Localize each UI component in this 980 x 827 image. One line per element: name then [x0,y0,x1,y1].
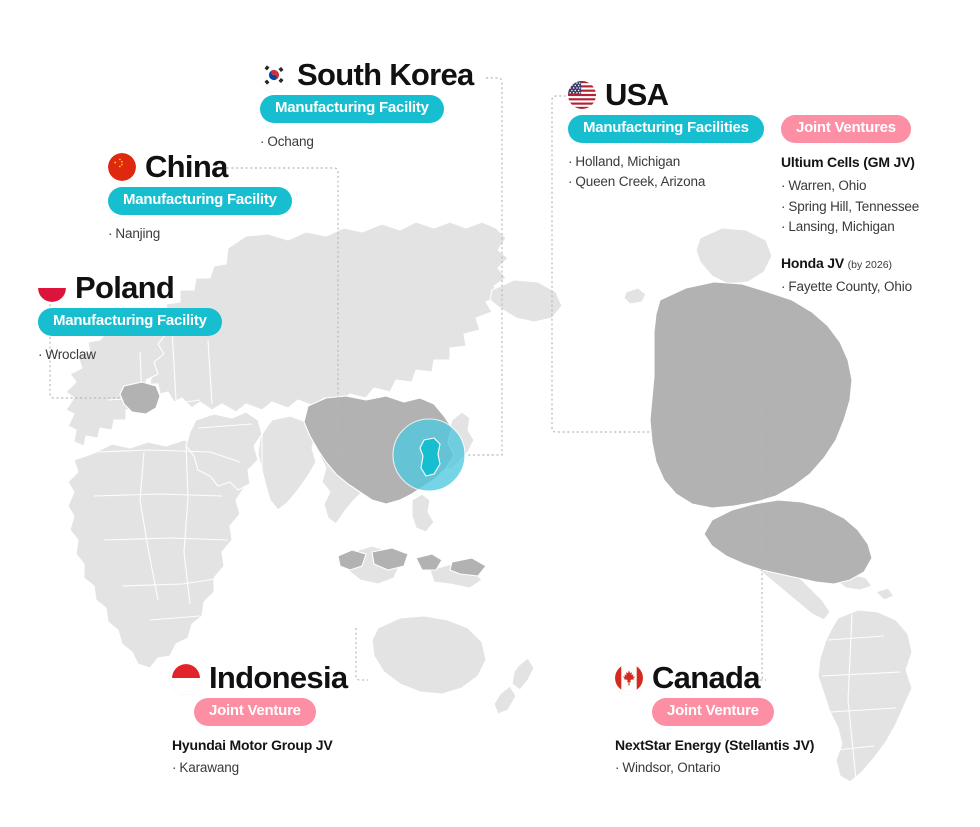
country-header-poland: Poland [38,272,222,303]
badge-manufacturing-facility-poland[interactable]: Manufacturing Facility [38,308,222,336]
south-korea-region [419,437,441,477]
location-item: Wroclaw [38,345,222,366]
country-header-canada: Canada [615,662,814,693]
badge-manufacturing-facility-china[interactable]: Manufacturing Facility [108,187,292,215]
badge-joint-venture-indonesia[interactable]: Joint Venture [194,698,316,726]
location-list-indonesia: Karawang [172,758,347,779]
jv-title-honda: Honda JV (by 2026) [781,253,919,273]
highlight-usa [703,499,873,585]
badge-row-south-korea: Manufacturing Facility [260,95,474,123]
country-header-usa: USA [568,79,919,110]
location-item: Fayette County, Ohio [781,277,919,298]
badge-row-usa-joint-ventures: Joint Ventures [781,115,919,143]
location-item: Queen Creek, Arizona [568,172,764,193]
location-list-china: Nanjing [108,224,292,245]
badge-joint-venture-canada[interactable]: Joint Venture [652,698,774,726]
usa-manufacturing-column: Manufacturing Facilities Holland, Michig… [568,115,764,297]
badge-row-canada: Joint Venture [652,698,814,726]
jv-group-honda: Honda JV (by 2026) Fayette County, Ohio [781,253,919,298]
jv-title-ultium: Ultium Cells (GM JV) [781,152,919,172]
flag-usa-icon [568,80,596,109]
badge-manufacturing-facilities-usa[interactable]: Manufacturing Facilities [568,115,764,143]
badge-row-indonesia: Joint Venture [194,698,347,726]
flag-poland-icon [38,273,66,302]
country-name-indonesia: Indonesia [209,660,348,695]
location-item: Spring Hill, Tennessee [781,197,919,218]
jv-note-honda: (by 2026) [847,258,893,271]
country-name-usa: USA [605,77,669,112]
location-list-usa: Holland, Michigan Queen Creek, Arizona [568,152,764,193]
flag-south-korea-icon [260,60,288,89]
jv-title-text: Ultium Cells (GM JV) [781,153,915,170]
callout-poland[interactable]: Poland Manufacturing Facility Wroclaw [38,272,222,365]
callout-china[interactable]: China Manufacturing Facility Nanjing [108,151,292,244]
callout-indonesia[interactable]: Indonesia Joint Venture Hyundai Motor Gr… [172,660,348,779]
flag-china-icon [108,152,136,181]
country-name-poland: Poland [75,270,175,305]
highlight-poland [119,381,161,415]
callout-canada[interactable]: Canada Joint Venture NextStar Energy (St… [615,662,814,779]
flag-canada-icon [615,663,643,692]
country-name-canada: Canada [652,660,760,695]
country-header-indonesia: Indonesia [172,660,348,695]
jv-title-hyundai: Hyundai Motor Group JV [172,736,333,753]
location-item: Windsor, Ontario [615,758,814,779]
location-item: Ochang [260,132,474,153]
location-item: Nanjing [108,224,292,245]
country-header-south-korea: South Korea [260,59,474,90]
location-list-poland: Wroclaw [38,345,222,366]
badge-manufacturing-facility-south-korea[interactable]: Manufacturing Facility [260,95,444,123]
flag-indonesia-icon [172,663,200,692]
highlight-indonesia [337,547,487,577]
location-list-honda: Fayette County, Ohio [781,277,919,298]
jv-title-nextstar: NextStar Energy (Stellantis JV) [615,736,815,753]
badge-row-poland: Manufacturing Facility [38,308,222,336]
usa-columns: Manufacturing Facilities Holland, Michig… [568,115,919,297]
jv-group-hyundai: Hyundai Motor Group JV Karawang [172,735,347,779]
usa-joint-ventures-column: Joint Ventures Ultium Cells (GM JV) Warr… [781,115,919,297]
location-item: Lansing, Michigan [781,217,919,238]
location-list-canada: Windsor, Ontario [615,758,814,779]
badge-row-usa-manufacturing: Manufacturing Facilities [568,115,764,143]
location-list-south-korea: Ochang [260,132,474,153]
badge-row-china: Manufacturing Facility [108,187,292,215]
location-list-ultium: Warren, Ohio Spring Hill, Tennessee Lans… [781,176,919,238]
jv-group-nextstar: NextStar Energy (Stellantis JV) Windsor,… [615,735,814,779]
location-item: Warren, Ohio [781,176,919,197]
callout-usa[interactable]: USA Manufacturing Facilities Holland, Mi… [568,79,919,297]
callout-south-korea[interactable]: South Korea Manufacturing Facility Ochan… [260,59,474,152]
jv-group-ultium: Ultium Cells (GM JV) Warren, Ohio Spring… [781,152,919,238]
highlight-canada [649,281,853,509]
location-item: Holland, Michigan [568,152,764,173]
country-name-south-korea: South Korea [297,57,474,92]
location-item: Karawang [172,758,347,779]
country-header-china: China [108,151,292,182]
jv-title-text: Honda JV [781,254,844,271]
badge-joint-ventures-usa[interactable]: Joint Ventures [781,115,911,143]
country-name-china: China [145,149,228,184]
